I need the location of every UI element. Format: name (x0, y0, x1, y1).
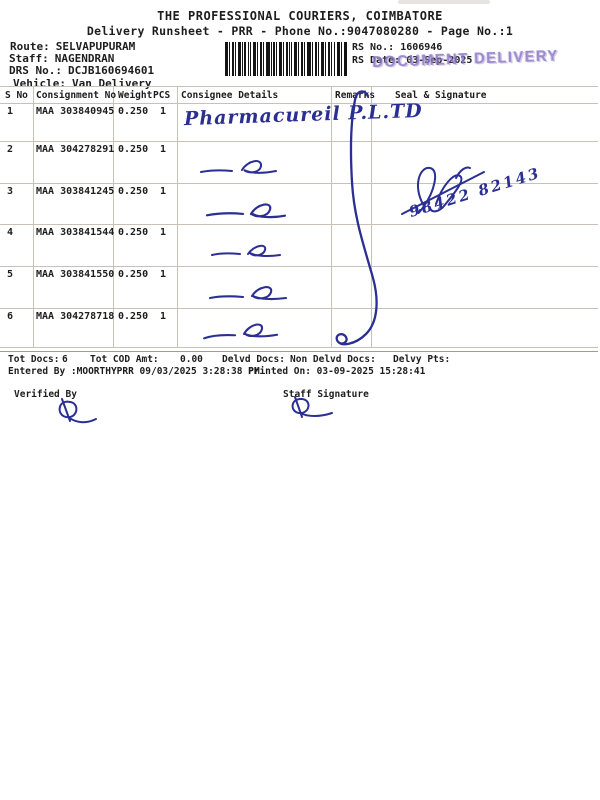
row-line (0, 266, 598, 267)
delvd-docs-label: Delvd Docs: (222, 354, 285, 365)
weight: 0.250 (118, 311, 149, 322)
s-no: 5 (7, 269, 14, 280)
weight: 0.250 (118, 227, 149, 238)
printed-on-line: Printed On: 03-09-2025 15:28:41 (248, 366, 426, 377)
route-label: Route: (10, 40, 50, 53)
rs-date-line: RS Date: 03-Sep-2025 (352, 55, 472, 66)
rs-date-label: RS Date: (352, 55, 401, 66)
seal-signature-scribble (396, 158, 506, 220)
summary-divider-line (0, 351, 598, 352)
row-line (0, 224, 598, 225)
col-header-s-no: S No (5, 90, 28, 101)
tot-docs-value: 6 (62, 354, 68, 365)
staff-line: Staff: NAGENDRAN (9, 52, 114, 65)
verified-by-label: Verified By (14, 389, 77, 400)
consignee-signature-squiggle-icon (198, 157, 282, 181)
verified-by-signature-icon (48, 397, 112, 427)
barcode (225, 42, 347, 76)
rs-no-line: RS No.: 1606946 (352, 42, 442, 53)
consignment-no: MAA 303841245 (36, 186, 115, 197)
col-header-pcs: PCS (153, 90, 171, 101)
row-line (0, 141, 598, 142)
col-header-consignee: Consignee Details (181, 90, 279, 101)
tot-cod-amt-value: 0.00 (180, 354, 203, 365)
entered-by-line: Entered By :MOORTHYPRR 09/03/2025 3:28:3… (8, 366, 260, 377)
pcs: 1 (160, 269, 167, 280)
staff-signature-label: Staff Signature (283, 389, 369, 400)
pcs: 1 (160, 186, 167, 197)
consignment-no: MAA 303841550 (36, 269, 115, 280)
tot-docs-label: Tot Docs: (8, 354, 60, 365)
rs-date-value: 03-Sep-2025 (406, 55, 473, 66)
scan-artifact (398, 0, 490, 4)
col-header-seal: Seal & Signature (395, 90, 487, 101)
rs-no-value: 1606946 (400, 42, 443, 53)
drs-no-value: DCJB160694601 (67, 64, 155, 77)
col-line (371, 86, 372, 347)
pcs: 1 (160, 106, 167, 117)
document-title: THE PROFESSIONAL COURIERS, COIMBATORE (157, 9, 443, 23)
weight: 0.250 (118, 144, 149, 155)
route-value: SELVAPUPURAM (55, 40, 136, 53)
col-line (177, 86, 178, 347)
non-delvd-docs-label: Non Delvd Docs: (290, 354, 376, 365)
pcs: 1 (160, 227, 167, 238)
consignment-no: MAA 303840945 (36, 106, 115, 117)
pcs: 1 (160, 311, 167, 322)
table-top-line (0, 86, 598, 87)
vehicle-label: Vehicle: (13, 77, 66, 90)
document-subtitle: Delivery Runsheet - PRR - Phone No.:9047… (86, 24, 514, 38)
weight: 0.250 (118, 186, 149, 197)
consignment-no: MAA 304278718 (36, 311, 115, 322)
drs-no-line: DRS No.: DCJB160694601 (9, 64, 154, 77)
row-line (0, 183, 598, 184)
col-header-consignment: Consignment No (36, 90, 117, 101)
s-no: 1 (7, 106, 14, 117)
col-line (331, 86, 332, 347)
consignee-signature-squiggle-icon (207, 283, 291, 307)
consignment-no: MAA 304278291 (36, 144, 115, 155)
table-bottom-line (0, 347, 598, 348)
s-no: 6 (7, 311, 14, 322)
col-line (33, 86, 34, 347)
s-no: 4 (7, 227, 14, 238)
weight: 0.250 (118, 269, 149, 280)
col-header-weight: Weight (118, 90, 153, 101)
pcs: 1 (160, 144, 167, 155)
col-header-remarks: Remarks (335, 90, 376, 101)
delvy-pts-label: Delvy Pts: (393, 354, 451, 365)
rs-no-label: RS No.: (352, 42, 395, 53)
consignee-signature-squiggle-icon (202, 320, 283, 347)
s-no: 3 (7, 186, 14, 197)
consignee-signature-squiggle-icon (210, 242, 284, 264)
row-line (0, 308, 598, 309)
vehicle-value: Van Delivery (71, 77, 152, 90)
col-line (113, 86, 114, 347)
staff-label: Staff: (9, 52, 49, 65)
handwritten-bracket-stroke (328, 86, 392, 354)
consignee-signature-squiggle-icon (205, 199, 289, 224)
consignment-no: MAA 303841544 (36, 227, 115, 238)
s-no: 2 (7, 144, 14, 155)
header-bottom-line (0, 103, 598, 104)
tot-cod-amt-label: Tot COD Amt: (90, 354, 159, 365)
staff-value: NAGENDRAN (54, 52, 115, 65)
staff-signature-icon (282, 395, 342, 425)
weight: 0.250 (118, 106, 149, 117)
drs-no-label: DRS No.: (9, 64, 62, 77)
route-line: Route: SELVAPUPURAM (10, 40, 135, 53)
